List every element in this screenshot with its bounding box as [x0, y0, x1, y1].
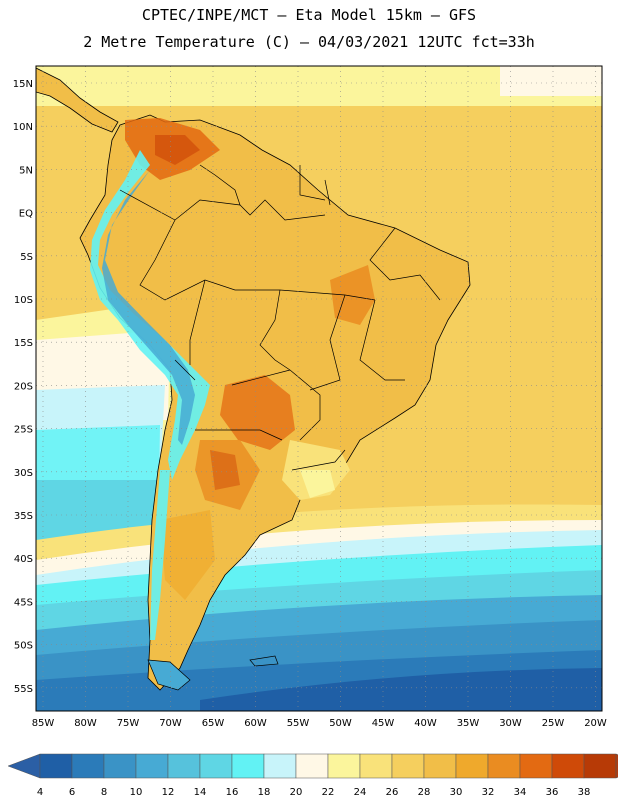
legend-swatch [455, 753, 489, 779]
legend-swatch [519, 753, 553, 779]
legend-swatch [103, 753, 137, 779]
longitude-label: 60W [244, 718, 267, 729]
andes-cold-strip [90, 150, 210, 480]
legend-swatch [583, 753, 617, 779]
longitude-label: 35W [457, 718, 480, 729]
latitude-label: 45S [14, 597, 33, 608]
legend-swatch [231, 753, 265, 779]
chart-title: CPTEC/INPE/MCT – Eta Model 15km – GFS [141, 6, 477, 24]
legend-swatch [359, 753, 393, 779]
latitude-label: 25S [14, 425, 33, 436]
longitude-label: 75W [117, 718, 140, 729]
legend-value-label: 30 [450, 787, 463, 798]
legend-value-label: 4 [37, 787, 43, 798]
longitude-label: 30W [499, 718, 522, 729]
legend-swatch [423, 753, 457, 779]
latitude-label: EQ [19, 209, 33, 220]
longitude-label: 80W [74, 718, 97, 729]
latitude-label: 10N [13, 122, 33, 133]
legend-swatch [135, 753, 169, 779]
legend-value-label: 18 [258, 787, 271, 798]
legend-value-label: 34 [514, 787, 527, 798]
latitude-label: 50S [14, 641, 33, 652]
latitude-labels: 15N 10N 5N EQ 5S 10S 15S 20S 25S 30S 35S 40S 45S 50S 5… [13, 79, 33, 695]
legend-value-label: 6 [69, 787, 75, 798]
longitude-label: 65W [202, 718, 225, 729]
longitude-label: 25W [542, 718, 565, 729]
longitude-label: 45W [372, 718, 395, 729]
country-borders [119, 164, 441, 471]
longitude-label: 40W [414, 718, 437, 729]
latitude-label: 15N [13, 79, 33, 90]
latitude-label: 55S [14, 684, 33, 695]
legend-swatch [551, 753, 585, 779]
longitude-labels: 85W 80W 75W 70W 65W 60W 55W 50W 45W 40W 35W 30W 25W 2… [32, 718, 607, 729]
legend-value-label: 28 [418, 787, 431, 798]
longitude-label: 70W [159, 718, 182, 729]
legend-swatch [39, 753, 73, 779]
legend-value-label: 26 [386, 787, 399, 798]
legend-value-label: 32 [482, 787, 495, 798]
legend-swatch [199, 753, 233, 779]
legend-arrow-left [7, 753, 41, 779]
legend-value-label: 24 [354, 787, 367, 798]
latitude-label: 20S [14, 381, 33, 392]
legend-swatch [391, 753, 425, 779]
legend-value-label: 12 [162, 787, 175, 798]
legend-value-label: 36 [546, 787, 559, 798]
longitude-label: 55W [287, 718, 310, 729]
chart-subtitle: 2 Metre Temperature (C) – 04/03/2021 12U… [83, 33, 535, 51]
legend-swatch [167, 753, 201, 779]
legend-value-label: 14 [194, 787, 207, 798]
longitude-label: 50W [329, 718, 352, 729]
longitude-label: 20W [584, 718, 607, 729]
latitude-label: 40S [14, 554, 33, 565]
legend-value-label: 10 [130, 787, 143, 798]
latitude-label: 10S [14, 295, 33, 306]
latitude-label: 5N [19, 165, 33, 176]
temperature-field [36, 66, 602, 711]
legend-swatch [71, 753, 105, 779]
legend-swatch [295, 753, 329, 779]
legend-value-label: 38 [578, 787, 591, 798]
color-legend: 4 6 8 10 12 14 16 18 20 22 24 26 28 30 32 34 36 38 [7, 753, 618, 798]
legend-value-label: 22 [322, 787, 335, 798]
legend-swatch [327, 753, 361, 779]
latitude-label: 35S [14, 511, 33, 522]
legend-value-label: 20 [290, 787, 303, 798]
latitude-label: 15S [14, 338, 33, 349]
longitude-label: 85W [32, 718, 55, 729]
legend-value-label: 16 [226, 787, 239, 798]
legend-swatch [487, 753, 521, 779]
map-frame [35, 65, 603, 712]
legend-value-label: 8 [101, 787, 107, 798]
legend-swatch [263, 753, 297, 779]
latitude-label: 5S [20, 252, 33, 263]
latitude-label: 30S [14, 468, 33, 479]
